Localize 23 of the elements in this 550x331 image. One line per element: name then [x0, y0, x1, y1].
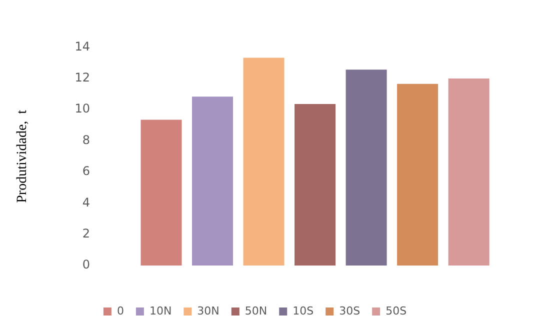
bar — [243, 58, 284, 266]
legend-label: 30N — [197, 304, 220, 318]
y-tick-label: 10 — [74, 102, 90, 116]
bar — [448, 78, 490, 266]
legend-label: 50N — [244, 304, 268, 318]
y-tick-label: 12 — [74, 70, 90, 85]
legend-label: 30S — [339, 304, 360, 318]
y-tick-label: 8 — [82, 132, 90, 147]
y-tick-label: 4 — [82, 195, 90, 210]
bar — [140, 120, 182, 266]
bar — [397, 84, 438, 266]
y-tick-label: 14 — [74, 39, 90, 54]
legend-label: 10S — [292, 304, 314, 318]
y-tick-label: 6 — [82, 164, 90, 178]
bar — [192, 96, 234, 266]
bar — [294, 104, 336, 266]
bar — [346, 70, 387, 266]
legend-label: 0 — [116, 304, 124, 318]
legend-label: 10N — [149, 304, 172, 318]
y-tick-label: 0 — [82, 258, 90, 272]
legend-label: 50S — [386, 304, 407, 318]
y-tick-label: 2 — [82, 226, 90, 241]
y-axis-title: Produtividade, t — [15, 110, 30, 203]
